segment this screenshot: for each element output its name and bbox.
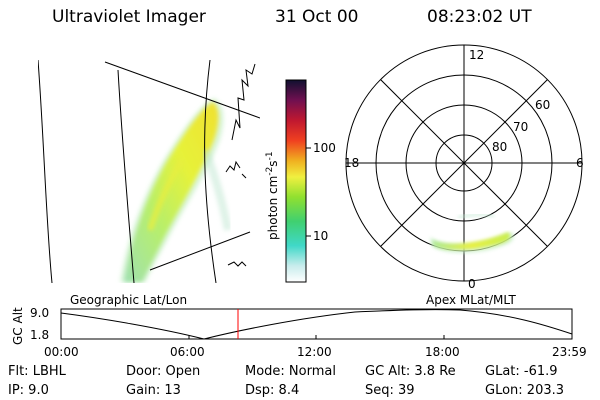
info-ip: IP: 9.0 [8, 383, 49, 398]
lat-label-70: 70 [513, 120, 529, 134]
info-glon: GLon: 203.3 [485, 383, 565, 398]
right-panel-title: Apex MLat/MLT [426, 293, 516, 307]
info-mode: Mode: Normal [245, 364, 336, 379]
xtick-1200: 12:00 [297, 345, 332, 359]
xtick-0600: 06:00 [170, 345, 205, 359]
mlt-label-0: 0 [468, 277, 476, 291]
left-panel-title: Geographic Lat/Lon [70, 293, 188, 307]
altitude-ylabel: GC Alt [11, 307, 25, 345]
xtick-0000: 00:00 [44, 345, 79, 359]
coastline [225, 63, 256, 267]
colorbar-tick-10: 10 [313, 229, 329, 243]
date-label: 31 Oct 00 [275, 7, 359, 27]
mlt-label-6: 6 [576, 156, 584, 170]
info-gc-alt: GC Alt: 3.8 Re [365, 364, 456, 379]
xtick-2359: 23:59 [552, 345, 587, 359]
info-dsp: Dsp: 8.4 [245, 383, 300, 398]
altitude-ytick-top: 9.0 [30, 306, 50, 320]
altitude-ytick-bottom: 1.8 [30, 328, 50, 342]
mlt-label-12: 12 [469, 48, 485, 62]
mlt-label-18: 18 [344, 156, 360, 170]
info-glat: GLat: -61.9 [485, 364, 558, 379]
lat-label-60: 60 [535, 98, 551, 112]
xtick-1800: 18:00 [425, 345, 460, 359]
altitude-curve [60, 309, 573, 340]
colorbar-tick-100: 100 [313, 141, 336, 155]
info-gain: Gain: 13 [126, 383, 181, 398]
time-label: 08:23:02 UT [427, 7, 532, 27]
info-seq: Seq: 39 [365, 383, 415, 398]
instrument-title: Ultraviolet Imager [52, 7, 206, 27]
auroral-oval [432, 232, 510, 250]
info-door: Door: Open [126, 364, 201, 379]
lat-label-80: 80 [492, 140, 508, 154]
info-filter: Flt: LBHL [8, 364, 66, 379]
aurora-band [124, 102, 219, 282]
